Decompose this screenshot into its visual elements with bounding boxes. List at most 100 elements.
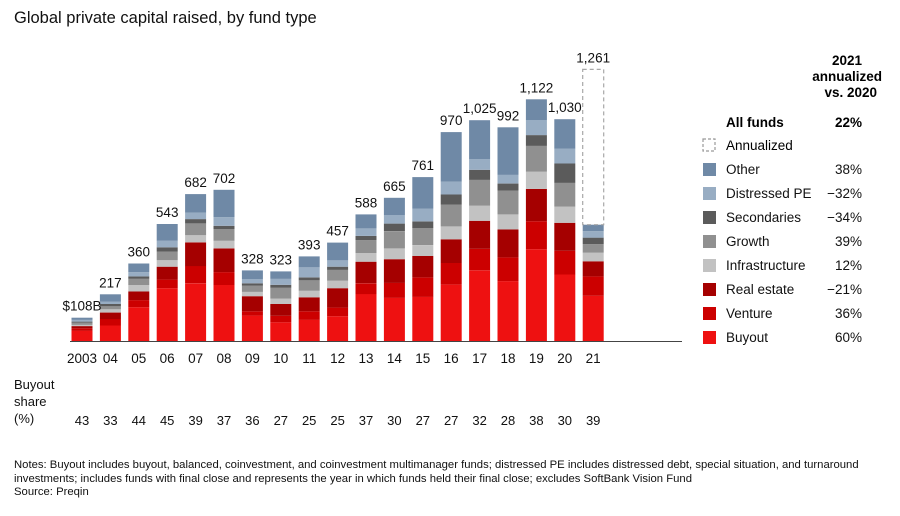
total-label-11: 393 — [298, 237, 321, 252]
bar-segment-real-estate-09 — [241, 296, 263, 312]
bar-segment-venture-17 — [469, 248, 491, 271]
total-label-08: 702 — [213, 171, 236, 186]
bar-segment-other-07 — [185, 194, 207, 213]
legend-swatch-venture — [703, 307, 716, 320]
bar-segment-secondaries-2003 — [71, 321, 93, 323]
bar-segment-real-estate-08 — [213, 248, 235, 273]
bar-segment-distressed-pe-16 — [440, 181, 462, 195]
bar-segment-other-14 — [383, 197, 405, 215]
bar-segment-buyout-18 — [497, 281, 519, 341]
bar-segment-infrastructure-08 — [213, 240, 235, 249]
bar-segment-other-04 — [99, 294, 121, 302]
bar-segment-growth-07 — [185, 223, 207, 236]
bar-segment-venture-13 — [355, 283, 377, 295]
bar-segment-buyout-04 — [99, 325, 121, 341]
buyout-share-value-08: 37 — [217, 413, 231, 428]
bar-segment-growth-13 — [355, 240, 377, 254]
bar-segment-other-21 — [582, 224, 604, 232]
bar-segment-real-estate-15 — [412, 255, 434, 278]
total-labels-group: $108B 217 360 543 682 702 328 323 393 457 588 665 76… — [62, 50, 610, 313]
bar-segment-venture-05 — [128, 300, 150, 308]
bar-segment-infrastructure-09 — [241, 291, 263, 297]
buyout-share-values-group: 43 33 44 45 39 37 36 27 25 25 37 30 27 27 32 28 38 30 39 — [75, 413, 601, 428]
legend-label-growth: Growth — [726, 234, 770, 249]
bar-segment-buyout-05 — [128, 307, 150, 341]
bar-segment-secondaries-10 — [270, 284, 292, 288]
bar-segment-other-06 — [156, 224, 178, 241]
bar-segment-growth-04 — [99, 306, 121, 310]
x-tick-label-07: 07 — [188, 351, 203, 366]
bar-segment-infrastructure-13 — [355, 253, 377, 262]
legend-header-line-3: vs. 2020 — [824, 85, 877, 100]
bar-segment-growth-2003 — [71, 322, 93, 325]
legend-value-growth: 39% — [835, 234, 862, 249]
bar-segment-buyout-17 — [469, 270, 491, 341]
total-label-14: 665 — [383, 179, 406, 194]
total-label-10: 323 — [270, 252, 293, 267]
bar-segment-growth-15 — [412, 227, 434, 246]
legend-value-venture: 36% — [835, 306, 862, 321]
total-label-21: 1,261 — [576, 50, 610, 65]
legend-all-funds-label: All funds — [726, 115, 784, 130]
bar-segment-real-estate-21 — [582, 261, 604, 277]
bar-segment-real-estate-19 — [525, 188, 547, 222]
bar-segment-infrastructure-21 — [582, 252, 604, 262]
bar-segment-buyout-06 — [156, 288, 178, 341]
buyout-share-value-12: 25 — [330, 413, 344, 428]
total-label-20: 1,030 — [548, 100, 582, 115]
bar-segment-infrastructure-19 — [525, 171, 547, 189]
bar-segment-infrastructure-07 — [185, 235, 207, 243]
legend-swatch-secondaries — [703, 211, 716, 224]
bar-segment-secondaries-21 — [582, 237, 604, 245]
buyout-share-value-2003: 43 — [75, 413, 89, 428]
bar-segment-infrastructure-04 — [99, 309, 121, 313]
bar-segment-distressed-pe-04 — [99, 301, 121, 304]
bar-segment-buyout-15 — [412, 296, 434, 341]
buyout-share-value-15: 27 — [416, 413, 430, 428]
total-label-19: 1,122 — [520, 80, 554, 95]
legend-value-infrastructure: 12% — [835, 258, 862, 273]
bar-segment-secondaries-20 — [554, 163, 576, 183]
bar-segment-distressed-pe-19 — [525, 120, 547, 136]
x-tick-label-14: 14 — [387, 351, 403, 366]
bar-segment-infrastructure-06 — [156, 260, 178, 267]
bar-segment-growth-18 — [497, 190, 519, 215]
bar-segment-secondaries-12 — [327, 266, 349, 270]
bar-segment-distressed-pe-11 — [298, 267, 320, 278]
bar-segment-distressed-pe-15 — [412, 208, 434, 222]
legend-all-funds-value: 22% — [835, 115, 862, 130]
bar-segment-buyout-09 — [241, 315, 263, 341]
bar-segment-other-05 — [128, 263, 150, 273]
bar-segment-infrastructure-14 — [383, 248, 405, 260]
x-tick-label-05: 05 — [131, 351, 146, 366]
legend-label-infrastructure: Infrastructure — [726, 258, 806, 273]
bar-segment-secondaries-13 — [355, 235, 377, 241]
bar-segment-venture-19 — [525, 221, 547, 250]
bar-segment-buyout-14 — [383, 297, 405, 341]
buyout-share-value-19: 38 — [529, 413, 543, 428]
bar-segment-infrastructure-10 — [270, 298, 292, 304]
bars-group — [70, 68, 682, 342]
bar-segment-secondaries-06 — [156, 247, 178, 252]
bar-segment-venture-18 — [497, 257, 519, 282]
bar-segment-growth-16 — [440, 204, 462, 227]
bar-segment-other-20 — [554, 119, 576, 149]
bar-segment-venture-09 — [241, 311, 263, 316]
bar-segment-real-estate-20 — [554, 222, 576, 251]
bar-segment-real-estate-11 — [298, 297, 320, 312]
bar-segment-venture-12 — [327, 307, 349, 317]
bar-segment-venture-16 — [440, 263, 462, 285]
x-tick-label-2003: 2003 — [67, 351, 97, 366]
bar-segment-venture-20 — [554, 250, 576, 275]
bar-segment-venture-14 — [383, 282, 405, 298]
buyout-share-value-20: 30 — [558, 413, 572, 428]
total-label-06: 543 — [156, 205, 179, 220]
bar-segment-secondaries-09 — [241, 283, 263, 286]
bar-segment-secondaries-08 — [213, 225, 235, 229]
bar-segment-buyout-11 — [298, 319, 320, 341]
legend-label-secondaries: Secondaries — [726, 210, 801, 225]
bar-segment-other-11 — [298, 256, 320, 268]
x-tick-label-06: 06 — [160, 351, 175, 366]
bar-segment-secondaries-18 — [497, 183, 519, 191]
